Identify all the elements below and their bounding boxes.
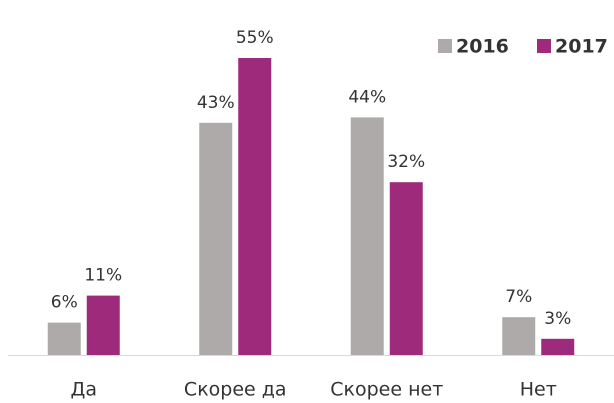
x-tick-label: Нет	[520, 379, 557, 401]
data-label: 44%	[348, 87, 386, 107]
bar	[86, 295, 120, 355]
legend-label: 2016	[456, 36, 509, 58]
x-tick-label: Скорее да	[184, 379, 287, 401]
bar	[238, 58, 272, 355]
data-label: 7%	[505, 287, 532, 307]
legend-swatch	[537, 39, 551, 53]
legend-swatch	[438, 39, 452, 53]
x-tick-label: Скорее нет	[330, 379, 443, 401]
bar	[47, 322, 81, 355]
bar	[541, 338, 575, 355]
data-label: 11%	[84, 266, 122, 286]
bar	[502, 317, 536, 355]
data-label: 32%	[387, 152, 425, 172]
bar	[389, 182, 423, 355]
data-label: 6%	[51, 293, 78, 313]
data-label: 55%	[236, 28, 274, 48]
legend-label: 2017	[555, 36, 608, 58]
bar	[199, 122, 233, 355]
x-tick-label: Да	[71, 379, 98, 401]
data-label: 3%	[544, 309, 571, 329]
bar	[350, 117, 384, 356]
data-label: 43%	[197, 93, 235, 113]
